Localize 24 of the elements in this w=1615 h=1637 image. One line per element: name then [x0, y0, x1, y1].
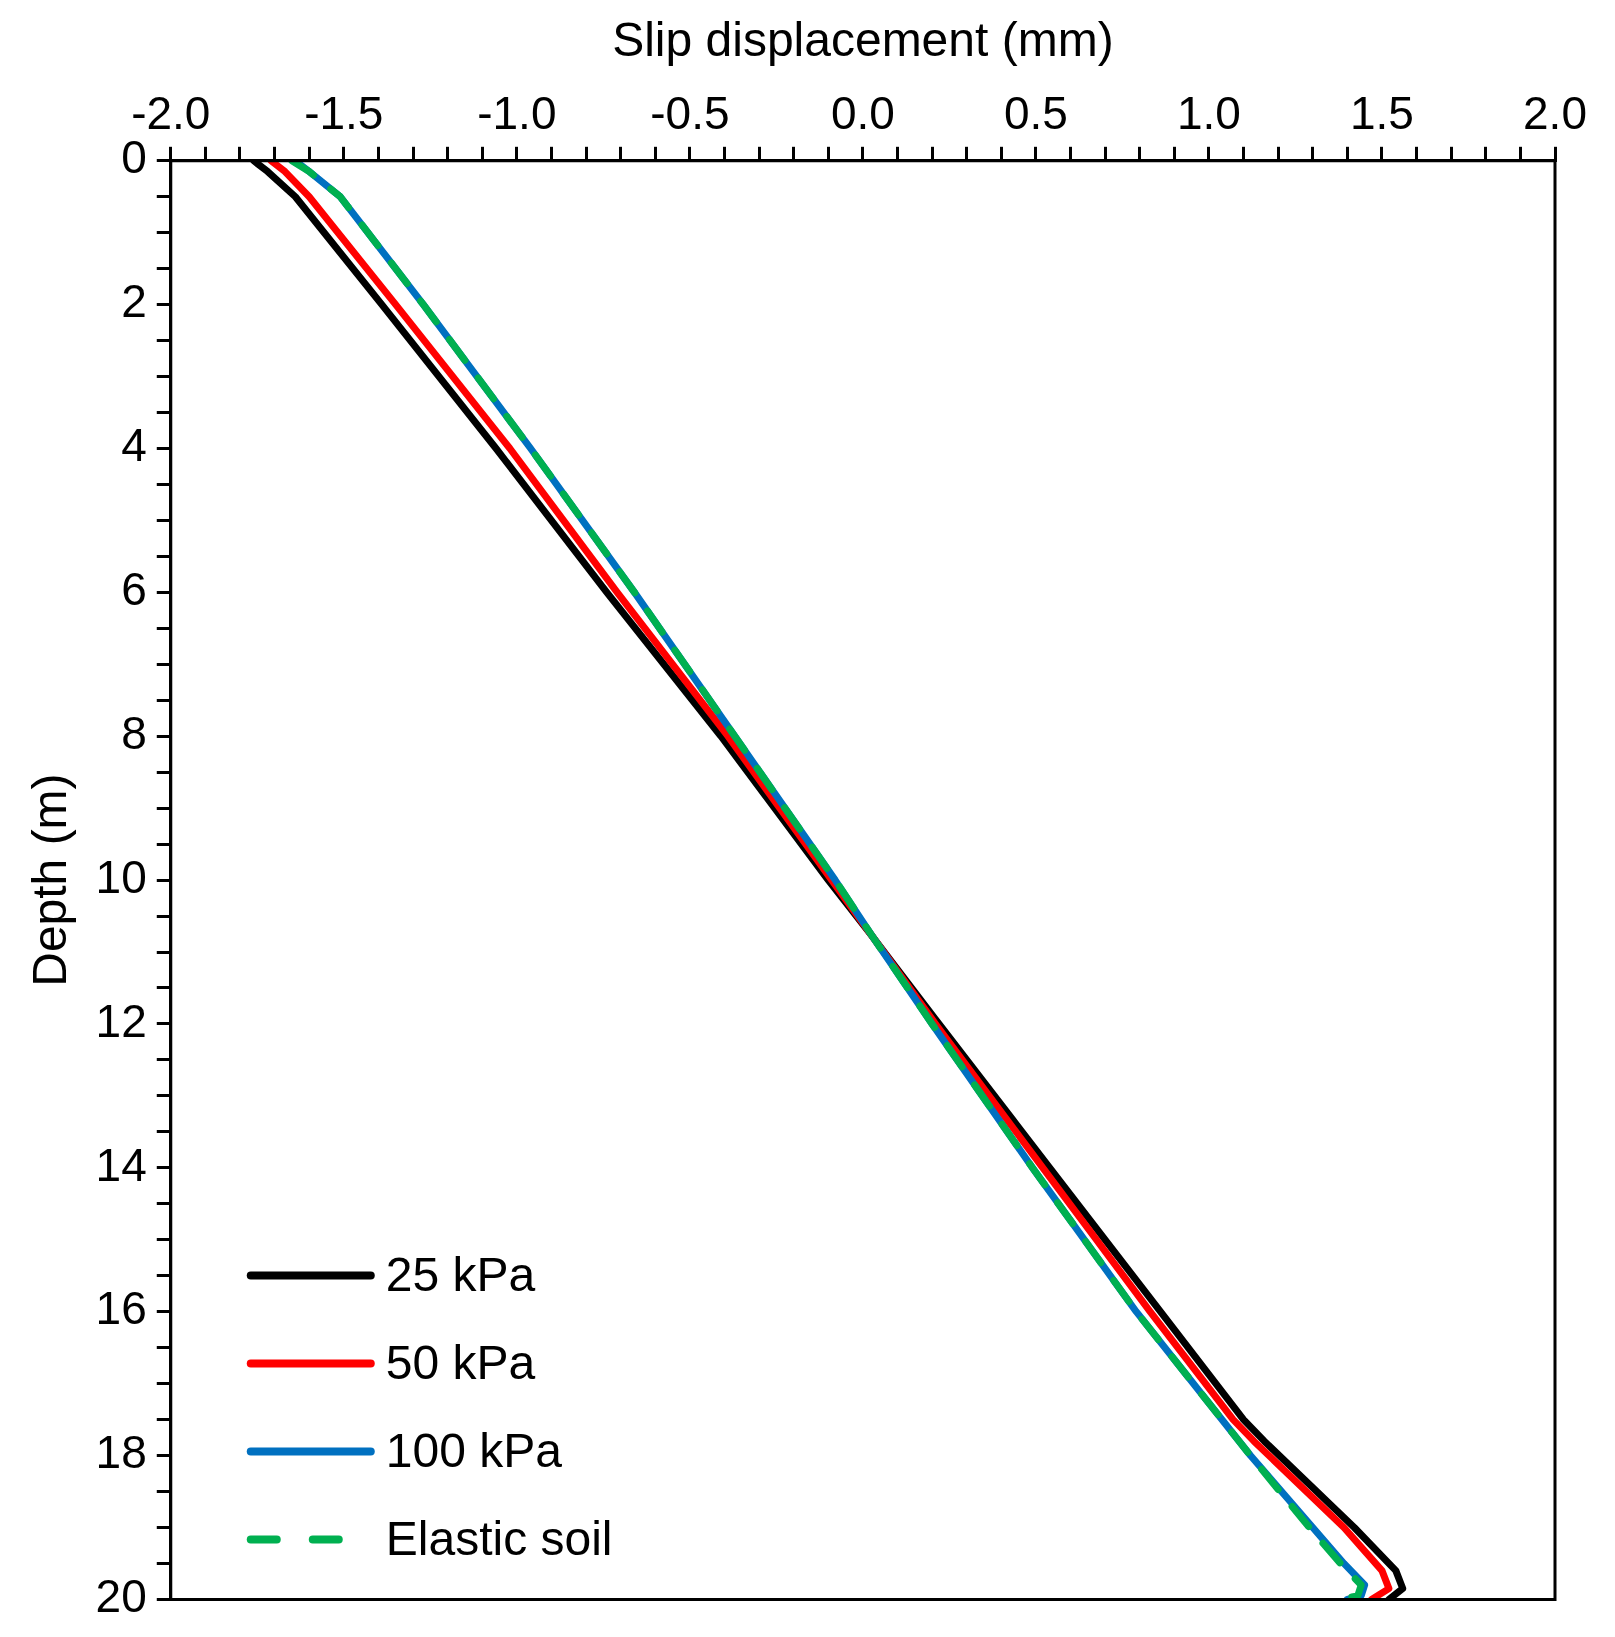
- y-tick-label: 18: [95, 1426, 147, 1479]
- y-tick-label: 6: [121, 563, 147, 616]
- y-tick-label: 20: [95, 1570, 147, 1623]
- x-tick-label: -0.5: [650, 86, 730, 139]
- x-tick-label: 0.5: [1003, 86, 1068, 139]
- x-tick-label: 1.5: [1349, 86, 1414, 139]
- y-tick-label: 4: [121, 419, 147, 472]
- x-axis-title: Slip displacement (mm): [612, 13, 1114, 67]
- y-axis-title: Depth (m): [23, 773, 77, 987]
- x-tick-label: 1.0: [1176, 86, 1241, 139]
- legend-label: 50 kPa: [385, 1335, 536, 1389]
- y-tick-label: 2: [121, 275, 147, 328]
- y-tick-label: 12: [95, 994, 147, 1047]
- legend-label: 25 kPa: [385, 1247, 536, 1301]
- legend-label: 100 kPa: [385, 1423, 563, 1477]
- legend-label: Elastic soil: [385, 1511, 613, 1565]
- y-tick-label: 8: [121, 706, 147, 759]
- y-tick-label: 10: [95, 850, 147, 903]
- x-tick-label: 2.0: [1523, 86, 1587, 139]
- y-tick-label: 16: [95, 1282, 147, 1335]
- x-tick-label: -1.5: [304, 86, 384, 139]
- y-tick-label: 14: [95, 1138, 147, 1191]
- x-tick-label: -1.0: [477, 86, 557, 139]
- x-tick-label: 0.0: [830, 86, 895, 139]
